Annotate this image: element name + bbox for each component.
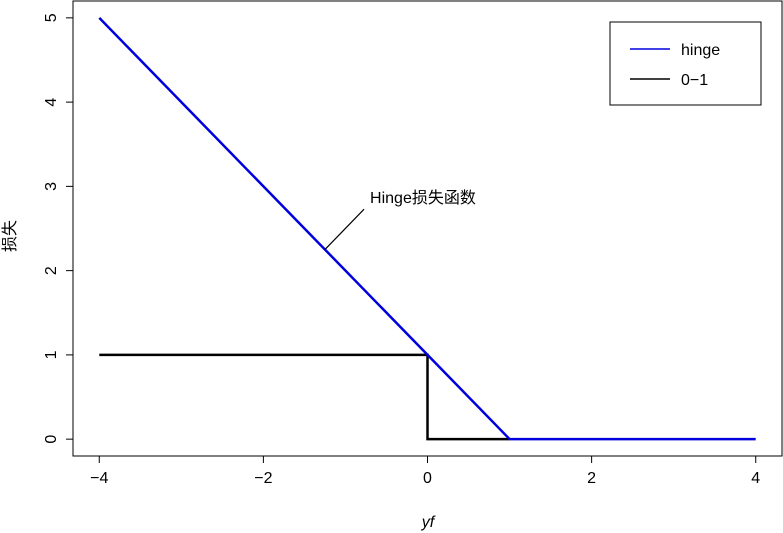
x-axis: −4 −2 0 2 4 <box>90 456 760 487</box>
annotation-label: Hinge损失函数 <box>370 189 476 207</box>
x-tick-label: −4 <box>90 470 108 487</box>
legend: hinge 0−1 <box>609 21 762 106</box>
y-tick-label: 1 <box>43 350 60 359</box>
annotation-leader-line <box>324 208 365 250</box>
x-tick-label: −2 <box>254 470 272 487</box>
y-tick-label: 0 <box>43 435 60 444</box>
x-tick-label: 2 <box>587 470 596 487</box>
legend-label: 0−1 <box>681 72 708 89</box>
series-line-hinge <box>98 17 756 441</box>
legend-label: hinge <box>681 42 720 59</box>
series-layer <box>98 17 756 441</box>
legend-box <box>609 21 762 106</box>
y-axis: 0 1 2 3 4 5 <box>43 13 73 444</box>
y-tick-label: 3 <box>43 182 60 191</box>
y-tick-label: 2 <box>43 266 60 275</box>
y-tick-label: 5 <box>43 13 60 22</box>
annotation-layer: Hinge损失函数 <box>324 189 476 250</box>
x-axis-title: yf <box>421 514 436 531</box>
series-line-zero-one <box>99 353 510 441</box>
x-tick-label: 4 <box>751 470 760 487</box>
y-axis-title: 损失 <box>1 220 19 252</box>
x-tick-label: 0 <box>423 470 432 487</box>
y-tick-label: 4 <box>43 98 60 107</box>
